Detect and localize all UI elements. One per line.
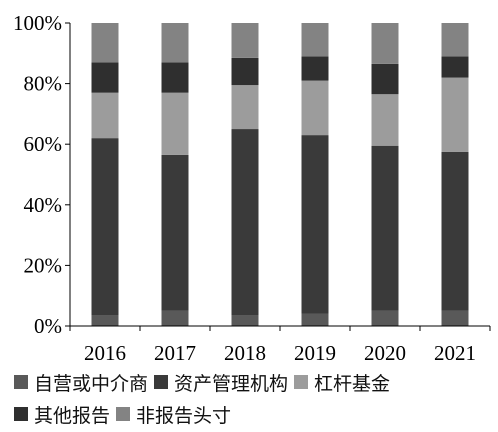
legend-swatch [294,375,309,389]
bar-segment [231,85,259,130]
bar-segment [441,23,469,57]
bar-segment [161,310,189,326]
bar-segment [371,145,399,311]
stacked-bar-chart: 0%20%40%60%80%100% 2016 2017 2018 2019 2020 2… [13,11,491,365]
bar-segment [161,154,189,311]
y-axis: 0% 20% 40% 60% 80% 100% [13,11,71,338]
bar-segment [231,57,259,86]
legend-item: 非报告头寸 [116,401,231,428]
legend-swatch [154,375,169,389]
legend-item: 其他报告 [14,401,110,428]
bar-segment [441,151,469,311]
y-tick-label: 80% [24,72,63,96]
bar-segment [301,80,329,136]
bar-segment [91,315,119,326]
bars [91,23,469,326]
bar-segment [371,94,399,146]
legend-label: 其他报告 [34,404,111,427]
bar-segment [301,23,329,57]
bar-segment [91,138,119,316]
legend-item: 资产管理机构 [154,369,288,396]
bar-segment [91,92,119,139]
bar-segment [371,23,399,64]
bar-segment [441,310,469,326]
y-tick-label: 100% [13,11,62,35]
x-tick-label: 2020 [364,341,406,365]
bar-segment [91,62,119,93]
legend-label: 自营或中介商 [34,372,149,395]
legend-label: 非报告头寸 [136,404,232,427]
legend-swatch [116,407,131,421]
bar-segment [231,23,259,58]
bar-segment [301,56,329,81]
legend-swatch [14,407,28,421]
bar-segment [231,129,259,316]
y-tick-label: 40% [24,193,63,217]
x-tick-label: 2019 [294,341,336,365]
y-tick-label: 60% [24,132,63,156]
bar-segment [161,92,189,155]
legend-item: 杠杆基金 [294,369,390,396]
legend-label: 资产管理机构 [174,372,289,395]
bar-segment [231,315,259,326]
legend-row-2: 其他报告 非报告头寸 [14,398,494,430]
x-tick-label: 2018 [224,341,266,365]
x-tick-label: 2021 [434,341,476,365]
x-tick-label: 2016 [84,341,126,365]
bar-segment [161,62,189,93]
bar-segment [441,77,469,152]
bar-segment [371,63,399,95]
bar-segment [91,23,119,63]
y-tick-label: 0% [34,314,62,338]
y-tick-label: 20% [24,253,63,277]
bar-segment [301,313,329,326]
bar-segment [301,135,329,314]
x-tick-label: 2017 [154,341,196,365]
legend-label: 杠杆基金 [314,372,391,395]
legend-swatch [14,375,28,389]
legend-item: 自营或中介商 [14,369,148,396]
legend-row-1: 自营或中介商 资产管理机构 杠杆基金 [14,366,494,398]
x-axis: 2016 2017 2018 2019 2020 2021 [69,325,491,365]
legend: 自营或中介商 资产管理机构 杠杆基金 其他报告 非报告头寸 [14,366,494,430]
bar-segment [371,310,399,326]
bar-segment [161,23,189,63]
bar-segment [441,56,469,78]
